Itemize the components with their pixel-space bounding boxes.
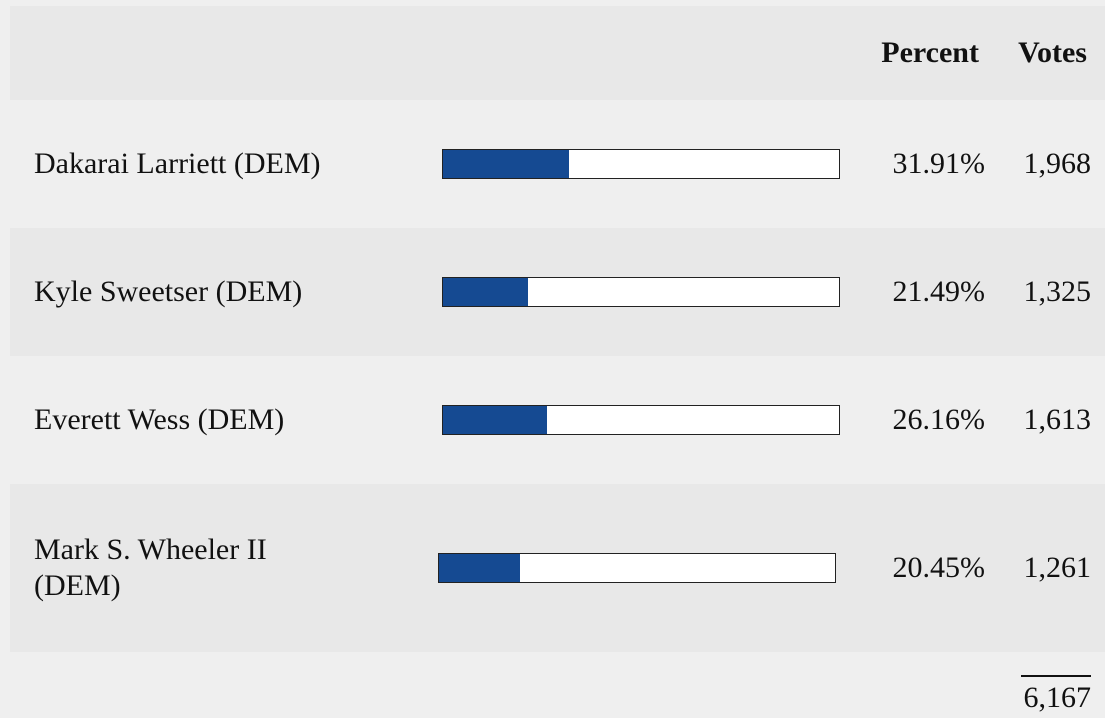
percent: 26.16% [892, 403, 986, 436]
bar-fill [443, 150, 570, 178]
percent: 21.49% [892, 275, 986, 308]
total: 6,167 [1023, 681, 1092, 714]
percent: 20.45% [892, 551, 986, 584]
result-row: Mark S. Wheeler II (DEM) 20.45% 1,261 [10, 484, 1105, 652]
votes: 1,968 [1023, 147, 1092, 180]
candidate-name: Dakarai Larriett (DEM) [34, 147, 321, 180]
percent: 31.91% [892, 147, 986, 180]
percent-header: Percent [881, 36, 979, 69]
result-row: Dakarai Larriett (DEM) 31.91% 1,968 [10, 100, 1105, 228]
result-row: Everett Wess (DEM) 26.16% 1,613 [10, 356, 1105, 484]
bar-fill [443, 278, 529, 306]
header-row: Percent Votes [10, 6, 1105, 100]
bar-track [438, 553, 836, 583]
votes: 1,325 [1023, 275, 1092, 308]
bar-fill [439, 554, 520, 582]
votes-header: Votes [1018, 36, 1087, 69]
bar-track [442, 277, 840, 307]
bar-fill [443, 406, 547, 434]
result-row: Kyle Sweetser (DEM) 21.49% 1,325 [10, 228, 1105, 356]
candidate-name: Kyle Sweetser (DEM) [34, 275, 303, 308]
bar-track [442, 149, 840, 179]
candidate-name: Everett Wess (DEM) [34, 403, 285, 436]
votes: 1,261 [1023, 551, 1092, 584]
total-rule [1021, 675, 1091, 677]
bar-track [442, 405, 840, 435]
candidate-name: Mark S. Wheeler II (DEM) [34, 533, 267, 602]
votes: 1,613 [1023, 403, 1092, 436]
